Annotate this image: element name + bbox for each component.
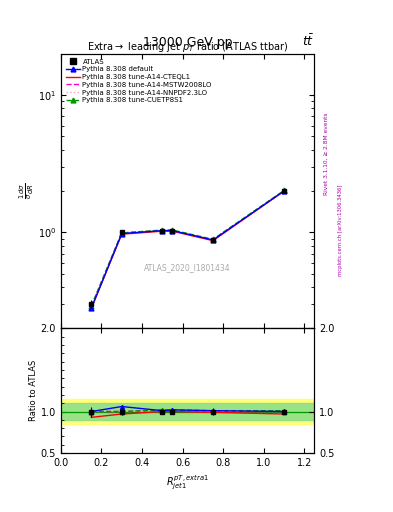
Text: Rivet 3.1.10, ≥ 2.8M events: Rivet 3.1.10, ≥ 2.8M events bbox=[324, 112, 329, 195]
Bar bbox=[61, 399, 314, 424]
Text: mcplots.cern.ch [arXiv:1306.3436]: mcplots.cern.ch [arXiv:1306.3436] bbox=[338, 185, 343, 276]
Text: 13000 GeV pp: 13000 GeV pp bbox=[143, 36, 232, 49]
Text: $t\bar{t}$: $t\bar{t}$ bbox=[302, 33, 314, 49]
Bar bbox=[61, 403, 314, 420]
Legend: ATLAS, Pythia 8.308 default, Pythia 8.308 tune-A14-CTEQL1, Pythia 8.308 tune-A14: ATLAS, Pythia 8.308 default, Pythia 8.30… bbox=[64, 57, 213, 104]
Title: Extra$\rightarrow$ leading jet $p_T$ ratio (ATLAS ttbar): Extra$\rightarrow$ leading jet $p_T$ rat… bbox=[87, 39, 288, 54]
Y-axis label: Ratio to ATLAS: Ratio to ATLAS bbox=[29, 360, 38, 421]
Y-axis label: $\frac{1}{\sigma}\frac{d\sigma}{dR}$: $\frac{1}{\sigma}\frac{d\sigma}{dR}$ bbox=[18, 183, 36, 199]
Text: ATLAS_2020_I1801434: ATLAS_2020_I1801434 bbox=[144, 263, 231, 272]
X-axis label: $R_{jet1}^{pT,extra1}$: $R_{jet1}^{pT,extra1}$ bbox=[166, 474, 209, 492]
